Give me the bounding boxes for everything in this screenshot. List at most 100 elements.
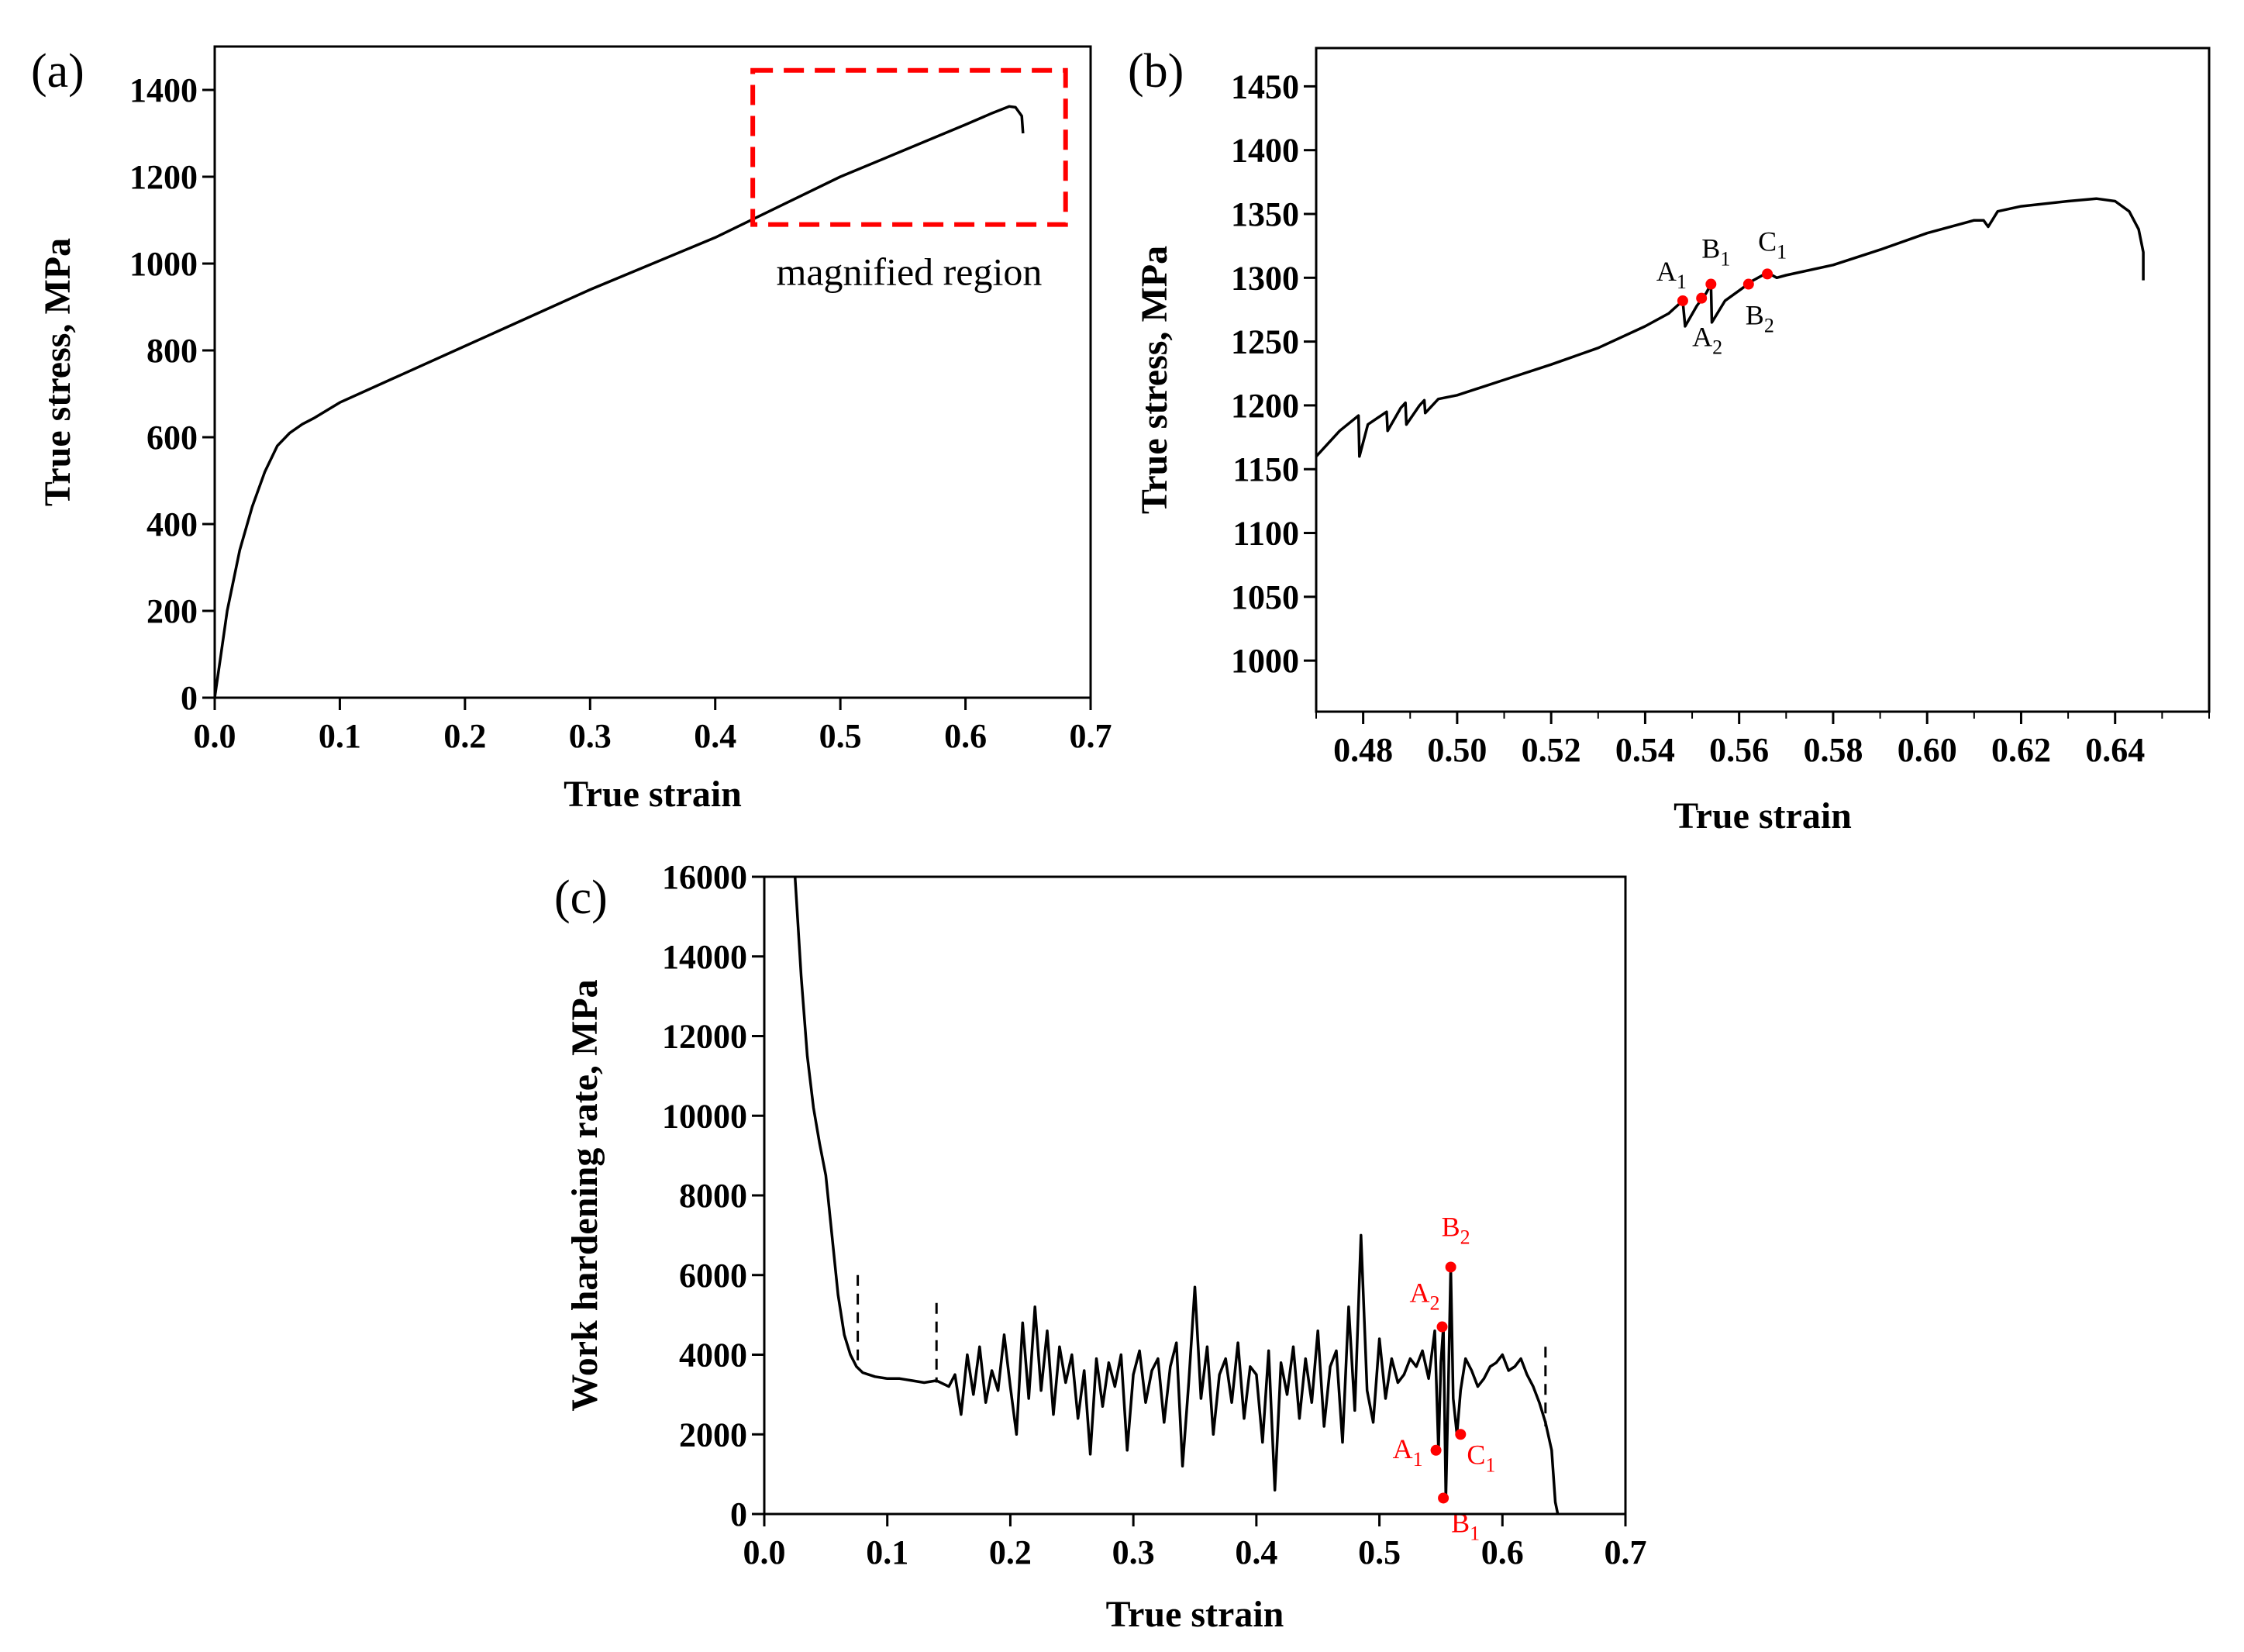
- y-tick-label: 0: [730, 1495, 747, 1533]
- panel-a: (a) 0.0 0.1 0.2 0.3 0.4 0.5 0.6 0.7 0 200 400 600 8…: [31, 45, 1112, 815]
- y-tick-label: 600: [146, 419, 198, 457]
- point-label: A1: [1656, 256, 1687, 293]
- x-tick-label: 0.52: [1522, 731, 1581, 769]
- point-label: C1: [1758, 226, 1787, 263]
- panel-c-y-axis-label: Work hardening rate, MPa: [564, 979, 605, 1411]
- point-marker: [1438, 1492, 1449, 1504]
- panel-a-x-axis-label: True strain: [564, 774, 742, 815]
- x-tick-label: 0.1: [319, 717, 361, 755]
- panel-c-label: (c): [554, 871, 608, 924]
- point-label: A2: [1410, 1278, 1440, 1315]
- panel-b-y-axis-label: True stress, MPa: [1134, 246, 1175, 514]
- panel-a-y-ticks: 0 200 400 600 800 1000 1200 1400: [129, 71, 215, 717]
- panel-b-x-axis-label: True strain: [1674, 795, 1852, 836]
- x-tick-label: 0.4: [1235, 1533, 1277, 1571]
- point-marker: [1742, 278, 1754, 290]
- x-tick-label: 0.48: [1333, 731, 1393, 769]
- point-label-subscript: 1: [1470, 1522, 1480, 1544]
- x-tick-label: 0.54: [1615, 731, 1675, 769]
- x-tick-label: 0.50: [1427, 731, 1487, 769]
- series-line: [213, 105, 1025, 698]
- panel-a-frame: [213, 45, 1092, 699]
- y-tick-label: 2000: [679, 1416, 747, 1454]
- y-tick-label: 10000: [662, 1097, 747, 1135]
- y-tick-label: 1300: [1231, 259, 1299, 297]
- x-tick-label: 0.56: [1709, 731, 1769, 769]
- point-marker: [1455, 1429, 1467, 1440]
- point-marker: [1762, 268, 1773, 280]
- point-label-subscript: 1: [1413, 1448, 1423, 1471]
- point-label: B2: [1746, 300, 1774, 337]
- y-tick-label: 16000: [662, 858, 747, 896]
- x-tick-label: 0.64: [2085, 731, 2145, 769]
- panel-b-label: (b): [1128, 45, 1184, 98]
- point-label-subscript: 2: [1712, 336, 1722, 359]
- point-label: C1: [1467, 1439, 1495, 1476]
- y-tick-label: 12000: [662, 1018, 747, 1056]
- x-tick-label: 0.5: [1358, 1533, 1401, 1571]
- y-tick-label: 6000: [679, 1257, 747, 1295]
- panel-a-label: (a): [31, 45, 84, 98]
- point-label: B1: [1701, 233, 1730, 271]
- panel-a-plot-area: magnified region: [213, 67, 1068, 698]
- x-tick-label: 0.62: [1991, 731, 2051, 769]
- x-tick-label: 0.6: [944, 717, 987, 755]
- magnified-region-label: magnified region: [776, 250, 1042, 294]
- x-tick-label: 0.2: [989, 1533, 1032, 1571]
- y-tick-label: 1350: [1231, 195, 1299, 233]
- x-tick-label: 0.7: [1605, 1533, 1647, 1571]
- y-tick-label: 1000: [1231, 642, 1299, 680]
- y-tick-label: 1400: [129, 71, 198, 109]
- panel-c-frame: [763, 875, 1627, 1516]
- panel-b-x-ticks: 0.48 0.50 0.52 0.54 0.56 0.58 0.60 0.62 0.64: [1315, 712, 2210, 769]
- x-tick-label: 0.0: [194, 717, 236, 755]
- y-tick-label: 4000: [679, 1336, 747, 1374]
- x-tick-label: 0.4: [694, 717, 736, 755]
- x-tick-label: 0.60: [1898, 731, 1957, 769]
- panel-b-y-ticks: 1000 1050 1100 1150 1200 1250 1300 1350 1400 1450: [1231, 67, 1316, 680]
- x-tick-label: 0.3: [1112, 1533, 1155, 1571]
- y-tick-label: 14000: [662, 938, 747, 976]
- y-tick-label: 8000: [679, 1177, 747, 1215]
- point-label-subscript: 2: [1764, 315, 1774, 337]
- panel-c-y-ticks: 0 2000 4000 6000 8000 10000 12000 14000 16000: [662, 858, 764, 1533]
- point-label-subscript: 2: [1430, 1292, 1440, 1315]
- x-tick-label: 0.6: [1481, 1533, 1524, 1571]
- panel-c-x-axis-label: True strain: [1106, 1594, 1284, 1635]
- point-marker: [1677, 295, 1688, 306]
- panel-a-x-ticks: 0.0 0.1 0.2 0.3 0.4 0.5 0.6 0.7: [194, 698, 1112, 755]
- point-label-subscript: 1: [1777, 240, 1787, 263]
- y-tick-label: 1000: [129, 245, 198, 283]
- y-tick-label: 1100: [1232, 515, 1299, 553]
- panel-b: (b) 0.48 0.50 0.52 0.54 0.56 0.58 0.60 0.62 0.64…: [1128, 45, 2211, 836]
- point-label-subscript: 2: [1460, 1226, 1470, 1248]
- x-tick-label: 0.5: [819, 717, 862, 755]
- y-tick-label: 1250: [1231, 323, 1299, 361]
- y-tick-label: 400: [146, 505, 198, 543]
- x-tick-label: 0.1: [866, 1533, 908, 1571]
- x-tick-label: 0.7: [1070, 717, 1112, 755]
- x-tick-label: 0.0: [743, 1533, 786, 1571]
- x-tick-label: 0.3: [569, 717, 612, 755]
- point-label-subscript: 1: [1677, 271, 1687, 293]
- panel-c-x-ticks: 0.0 0.1 0.2 0.3 0.4 0.5 0.6 0.7: [743, 1514, 1647, 1571]
- y-tick-label: 1050: [1231, 578, 1299, 616]
- point-marker: [1445, 1261, 1456, 1273]
- point-label-subscript: 1: [1485, 1454, 1495, 1476]
- y-tick-label: 1200: [129, 158, 198, 196]
- panel-b-frame: [1315, 47, 2211, 713]
- series-line: [1315, 197, 2145, 458]
- x-tick-label: 0.58: [1803, 731, 1863, 769]
- point-marker: [1430, 1444, 1442, 1456]
- panel-b-plot-area: A1 B1 A2 B2 C1: [1315, 197, 2145, 458]
- y-tick-label: 800: [146, 332, 198, 370]
- panel-a-y-axis-label: True stress, MPa: [37, 238, 78, 506]
- y-tick-label: 1200: [1231, 387, 1299, 425]
- y-tick-label: 0: [181, 679, 198, 717]
- point-label-subscript: 1: [1720, 248, 1730, 271]
- point-marker: [1705, 278, 1717, 290]
- point-label: B2: [1442, 1211, 1470, 1248]
- panel-c: (c) 0.0 0.1 0.2 0.3 0.4 0.5 0.6 0.7 0 2000 4000 60…: [554, 858, 1647, 1635]
